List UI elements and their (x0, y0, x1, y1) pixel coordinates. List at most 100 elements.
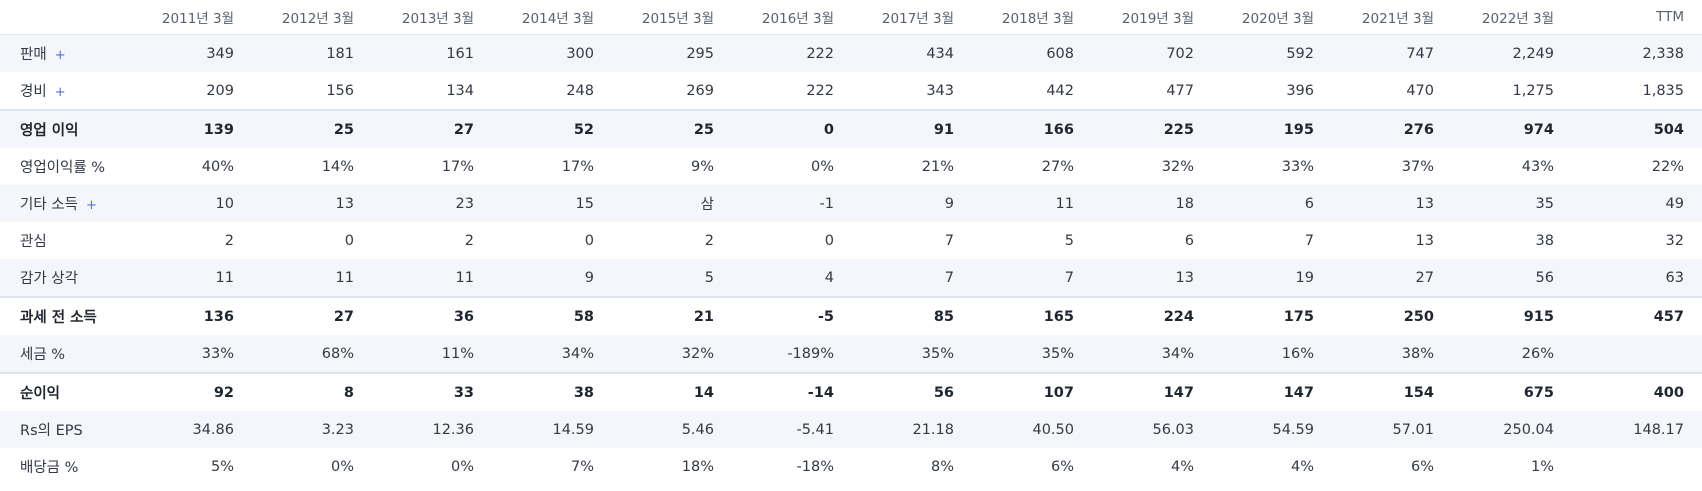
value-cell: 57.01 (1350, 411, 1470, 448)
value-cell: 27 (270, 296, 390, 335)
table-row: 과세 전 소득 136 27 36 58 21 -5 85 165 224 175 250 915 457 (0, 296, 1702, 335)
row-label-cell: 관심 (0, 222, 150, 259)
value-cell: 35% (870, 335, 990, 373)
value-cell: 592 (1230, 34, 1350, 72)
value-cell: 195 (1230, 109, 1350, 148)
value-cell: 35 (1470, 185, 1590, 222)
column-header: 2021년 3월 (1350, 0, 1470, 35)
value-cell: -1 (750, 185, 870, 222)
value-cell: 747 (1350, 34, 1470, 72)
value-cell: 434 (870, 34, 990, 72)
value-cell: 27% (1041, 158, 1074, 175)
row-label: 배당금 % (20, 460, 79, 476)
value-cell: 442 (1046, 82, 1074, 99)
value-cell: 7 (944, 232, 954, 249)
value-cell: 36 (390, 296, 510, 335)
value-cell: 13 (1415, 232, 1434, 249)
value-cell: 32% (630, 335, 750, 373)
value-cell: 63 (1590, 259, 1702, 297)
value-cell: 974 (1470, 109, 1590, 148)
row-label-cell: Rs의 EPS (0, 411, 150, 448)
row-label-cell[interactable]: 기타 소득 + (0, 185, 150, 222)
value-cell: 1% (1530, 458, 1554, 475)
value-cell: 16% (1230, 335, 1350, 373)
value-cell: 56 (1470, 259, 1590, 297)
value-cell: 175 (1230, 296, 1350, 335)
value-cell: 477 (1166, 82, 1194, 99)
value-cell: 0 (584, 232, 594, 249)
table-row[interactable]: 기타 소득 +10 13 23 15 삼 -1 9 11 18 6 13 35 49 (0, 185, 1702, 222)
expand-plus-icon[interactable]: + (54, 85, 66, 100)
column-header: 2013년 3월 (390, 0, 510, 35)
table-row: 배당금 % 5% 0% 0% 7% 18% -18% 8% 6% 4% 4% 6% 1% (0, 448, 1702, 485)
value-cell: 608 (990, 34, 1110, 72)
value-cell: 7 (870, 259, 990, 297)
value-cell: 136 (150, 296, 270, 335)
value-cell: 224 (1110, 296, 1230, 335)
value-cell: 7% (570, 458, 594, 475)
expand-plus-icon[interactable]: + (54, 48, 66, 63)
column-header: 2014년 3월 (510, 0, 630, 35)
value-cell: 11 (270, 259, 390, 297)
value-cell: 0 (750, 109, 870, 148)
table-row: 관심 2 0 2 0 2 0 7 5 6 7 13 38 32 (0, 222, 1702, 259)
value-cell (1590, 335, 1702, 373)
table-row: 영업이익률 % 40% 14% 17% 17% 9% 0% 21% 27% 32% 33% 37% 43… (0, 148, 1702, 185)
column-header: 2019년 3월 (1110, 0, 1230, 35)
value-cell: 6% (1050, 458, 1074, 475)
value-cell: 7 (990, 259, 1110, 297)
row-label-cell: 배당금 % (0, 448, 150, 485)
value-cell: 11 (390, 259, 510, 297)
value-cell: 13 (270, 185, 390, 222)
row-label-cell: 순이익 (0, 372, 150, 411)
value-cell: 148.17 (1590, 411, 1702, 448)
value-cell: 18% (681, 458, 714, 475)
value-cell: 14 (630, 372, 750, 411)
value-cell: 4% (1170, 458, 1194, 475)
table-row: Rs의 EPS 34.86 3.23 12.36 14.59 5.46 -5.41 21.18… (0, 411, 1702, 448)
value-cell: 54.59 (1230, 411, 1350, 448)
value-cell: 250 (1350, 296, 1470, 335)
value-cell: 156 (326, 82, 354, 99)
value-cell: 15 (510, 185, 630, 222)
value-cell: 56.03 (1110, 411, 1230, 448)
value-cell: 34% (1110, 335, 1230, 373)
value-cell: 209 (206, 82, 234, 99)
value-cell: 22% (1651, 158, 1684, 175)
value-cell: 33 (390, 372, 510, 411)
table-row[interactable]: 경비 +209 156 134 248 269 222 343 442 477 396 470 1,27… (0, 72, 1702, 110)
value-cell: 58 (510, 296, 630, 335)
table-row: 순이익 92 8 33 38 14 -14 56 107 147 147 154 675 400 (0, 372, 1702, 411)
value-cell: 38 (1535, 232, 1554, 249)
value-cell: 21 (630, 296, 750, 335)
column-header: 2017년 3월 (870, 0, 990, 35)
value-cell: 300 (510, 34, 630, 72)
value-cell: 400 (1590, 372, 1702, 411)
column-header: 2022년 3월 (1470, 0, 1590, 35)
value-cell: 5 (1064, 232, 1074, 249)
row-label: 관심 (20, 234, 47, 250)
value-cell: 43% (1521, 158, 1554, 175)
row-label: 기타 소득 (20, 197, 78, 213)
value-cell: 147 (1230, 372, 1350, 411)
row-label: 판매 (20, 47, 47, 63)
value-cell: 6% (1410, 458, 1434, 475)
value-cell: 457 (1590, 296, 1702, 335)
value-cell: 504 (1590, 109, 1702, 148)
row-label-cell[interactable]: 판매 + (0, 34, 150, 72)
row-label-cell[interactable]: 경비 + (0, 72, 150, 110)
value-cell: 276 (1350, 109, 1470, 148)
value-cell: 147 (1110, 372, 1230, 411)
row-label: 세금 % (20, 347, 66, 363)
table-header: 2011년 3월 2012년 3월 2013년 3월 2014년 3월 2015년 3월… (0, 0, 1702, 35)
value-cell: 56 (870, 372, 990, 411)
value-cell: 1,275 (1512, 82, 1554, 99)
row-label: 경비 (20, 84, 47, 100)
value-cell: 68% (270, 335, 390, 373)
expand-plus-icon[interactable]: + (85, 198, 97, 213)
value-cell: 9 (870, 185, 990, 222)
table-row[interactable]: 판매 +349 181 161 300 295 222 434 608 702 592 747 2,24… (0, 34, 1702, 72)
value-cell: 165 (990, 296, 1110, 335)
value-cell: 2 (224, 232, 234, 249)
column-header: 2020년 3월 (1230, 0, 1350, 35)
